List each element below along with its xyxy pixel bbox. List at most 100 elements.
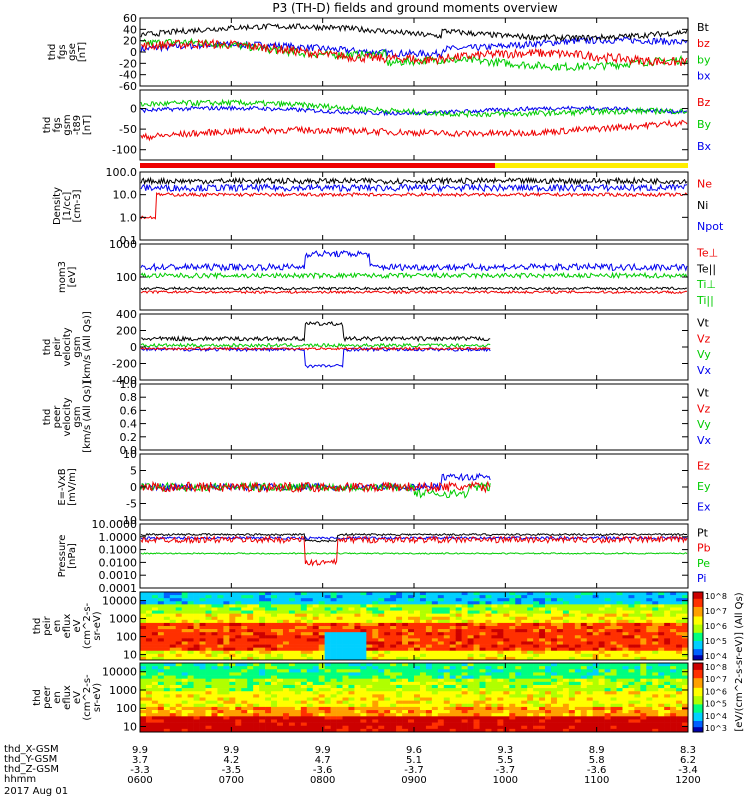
svg-text:[mV/m]: [mV/m] [67, 468, 78, 506]
y-axis-label-1: thd fgs gse [nT] [47, 42, 88, 62]
x-row-1-value-2: 9.9 [315, 745, 331, 756]
y-tick-label-6-0: 1.0 [120, 378, 138, 391]
legend-6-vx: Vx [697, 434, 712, 447]
svg-text:eflux: eflux [62, 614, 73, 639]
y-tick-label-6-1: 0.8 [120, 391, 138, 404]
svg-text:thd: thd [42, 117, 53, 134]
series-ez [140, 480, 491, 494]
status-bar-red [140, 163, 495, 168]
legend-3-npot: Npot [697, 220, 724, 233]
svg-text:peir: peir [42, 615, 53, 635]
figure-title: P3 (TH-D) fields and ground moments over… [272, 1, 558, 15]
x-row-3-value-5: -3.6 [587, 765, 607, 776]
y-tick-label-2-1: -50 [119, 123, 137, 136]
y-axis-label-5: thd peir velocity gsm [km/s (All Qs)] [42, 311, 93, 383]
x-tick-label-3: 0900 [401, 775, 426, 786]
series-bt [140, 23, 688, 43]
colorbar-lower-tick-5: 10^3 [705, 724, 727, 733]
panel-frame-6 [139, 383, 689, 451]
svg-text:E=-VxB: E=-VxB [57, 468, 68, 505]
y-tick-label-2-0: 0 [130, 103, 137, 116]
legend-3-ne: Ne [697, 178, 712, 191]
y-tick-label-7-3: -5 [126, 498, 137, 511]
y-tick-label-8-0: 10.0000 [92, 518, 138, 531]
y-tick-label-7-1: 5 [130, 465, 137, 478]
svg-text:velocity: velocity [62, 397, 73, 436]
y-axis-label-4: mom3 [eV] [57, 261, 78, 293]
legend-6-vt: Vt [697, 387, 710, 400]
y-tick-label-1-5: -40 [119, 69, 137, 82]
series-gsm-bz [140, 119, 688, 142]
svg-text:peir: peir [52, 336, 63, 356]
series-bz [140, 38, 688, 67]
legend-8-pi: Pi [697, 572, 706, 585]
legend-5-vt: Vt [697, 317, 710, 330]
legend-7-ey: Ey [697, 480, 711, 493]
series-te-par-black [140, 286, 688, 291]
y-axis-label-3: Density [1/cc] [cm-3] [52, 187, 83, 225]
colorbar-lower-tick-0: 10^8 [705, 663, 727, 672]
y-tick-label-8-5: 0.0001 [99, 582, 138, 595]
legend-1-bx: bx [697, 69, 711, 82]
y-tick-label-1-4: -20 [119, 57, 137, 70]
y-tick-label-6-3: 0.4 [120, 418, 138, 431]
y-tick-label-8-3: 0.0100 [99, 556, 138, 569]
svg-text:[km/s (All Qs)]: [km/s (All Qs)] [82, 311, 93, 383]
svg-text:[1/cc]: [1/cc] [62, 192, 73, 221]
svg-text:[eV/(cm^2-s-sr-eV)] (All Qs): [eV/(cm^2-s-sr-eV)] (All Qs) [734, 592, 745, 731]
colorbar-lower-tick-3: 10^5 [705, 700, 727, 709]
x-tick-label-0: 0600 [127, 775, 152, 786]
colorbar-lower [693, 663, 703, 733]
y-axis-label-6: thd peer velocity gsm [km/s (All Qs)] [42, 381, 93, 453]
y-tick-label-1-1: 40 [123, 23, 137, 36]
series-ti-perp [140, 271, 688, 280]
series-gsm-bx [140, 104, 688, 117]
x-tick-label-4: 1000 [493, 775, 518, 786]
colorbar-upper-tick-4: 10^4 [705, 652, 727, 661]
svg-text:fgs: fgs [57, 44, 68, 59]
x-row-2-value-6: 6.2 [680, 755, 696, 766]
legend-7-ez: Ez [697, 459, 710, 472]
x-tick-label-2: 0800 [310, 775, 335, 786]
y-axis-label-7: E=-VxB [mV/m] [57, 468, 78, 506]
legend-1-bz: bz [697, 37, 710, 50]
series-vt [140, 320, 491, 343]
y-tick-label-3-1: 10.0 [113, 189, 138, 202]
svg-text:peer: peer [52, 405, 63, 429]
svg-text:(cm^2-s-: (cm^2-s- [82, 602, 93, 649]
colorbar-upper [693, 592, 703, 661]
svg-text:en: en [52, 620, 63, 633]
legend-5-vz: Vz [697, 332, 711, 345]
svg-text:-t89: -t89 [72, 115, 83, 135]
legend-4-ti||: Ti|| [696, 294, 714, 307]
y-tick-label-1-6: -60 [119, 80, 137, 93]
svg-text:eV: eV [72, 619, 83, 632]
y-tick-label-6-2: 0.6 [120, 404, 138, 417]
svg-text:[cm-3]: [cm-3] [72, 189, 83, 222]
colorbar-lower-tick-2: 10^6 [705, 687, 727, 696]
legend-1-bt: Bt [697, 21, 710, 34]
legend-6-vy: Vy [697, 418, 711, 431]
svg-text:Pressure: Pressure [57, 535, 68, 578]
x-row-label-hhmm: hhmm [4, 774, 37, 785]
series-te-par [140, 249, 688, 273]
y-tick-label-9-1: 1000 [109, 613, 137, 626]
svg-text:[nT]: [nT] [77, 42, 88, 62]
y-tick-label-9-0: 10000 [102, 595, 137, 608]
x-tick-label-1: 0700 [219, 775, 244, 786]
x-row-1-value-0: 9.9 [132, 745, 148, 756]
y-tick-label-9-2: 100 [116, 631, 137, 644]
svg-text:thd: thd [42, 339, 53, 356]
y-tick-label-5-2: 0 [130, 341, 137, 354]
x-row-label-2: thd_Y-GSM [4, 754, 58, 765]
date-label: 2017 Aug 01 [4, 786, 69, 797]
x-row-1-value-6: 8.3 [680, 745, 696, 756]
x-tick-label-6: 1200 [675, 775, 700, 786]
svg-text:[nPa]: [nPa] [67, 543, 78, 569]
y-tick-label-5-4: -400 [112, 374, 137, 387]
series-vx [140, 346, 491, 369]
y-tick-label-8-4: 0.0010 [99, 569, 138, 582]
svg-text:[nT]: [nT] [82, 115, 93, 135]
svg-text:eV: eV [72, 691, 83, 704]
